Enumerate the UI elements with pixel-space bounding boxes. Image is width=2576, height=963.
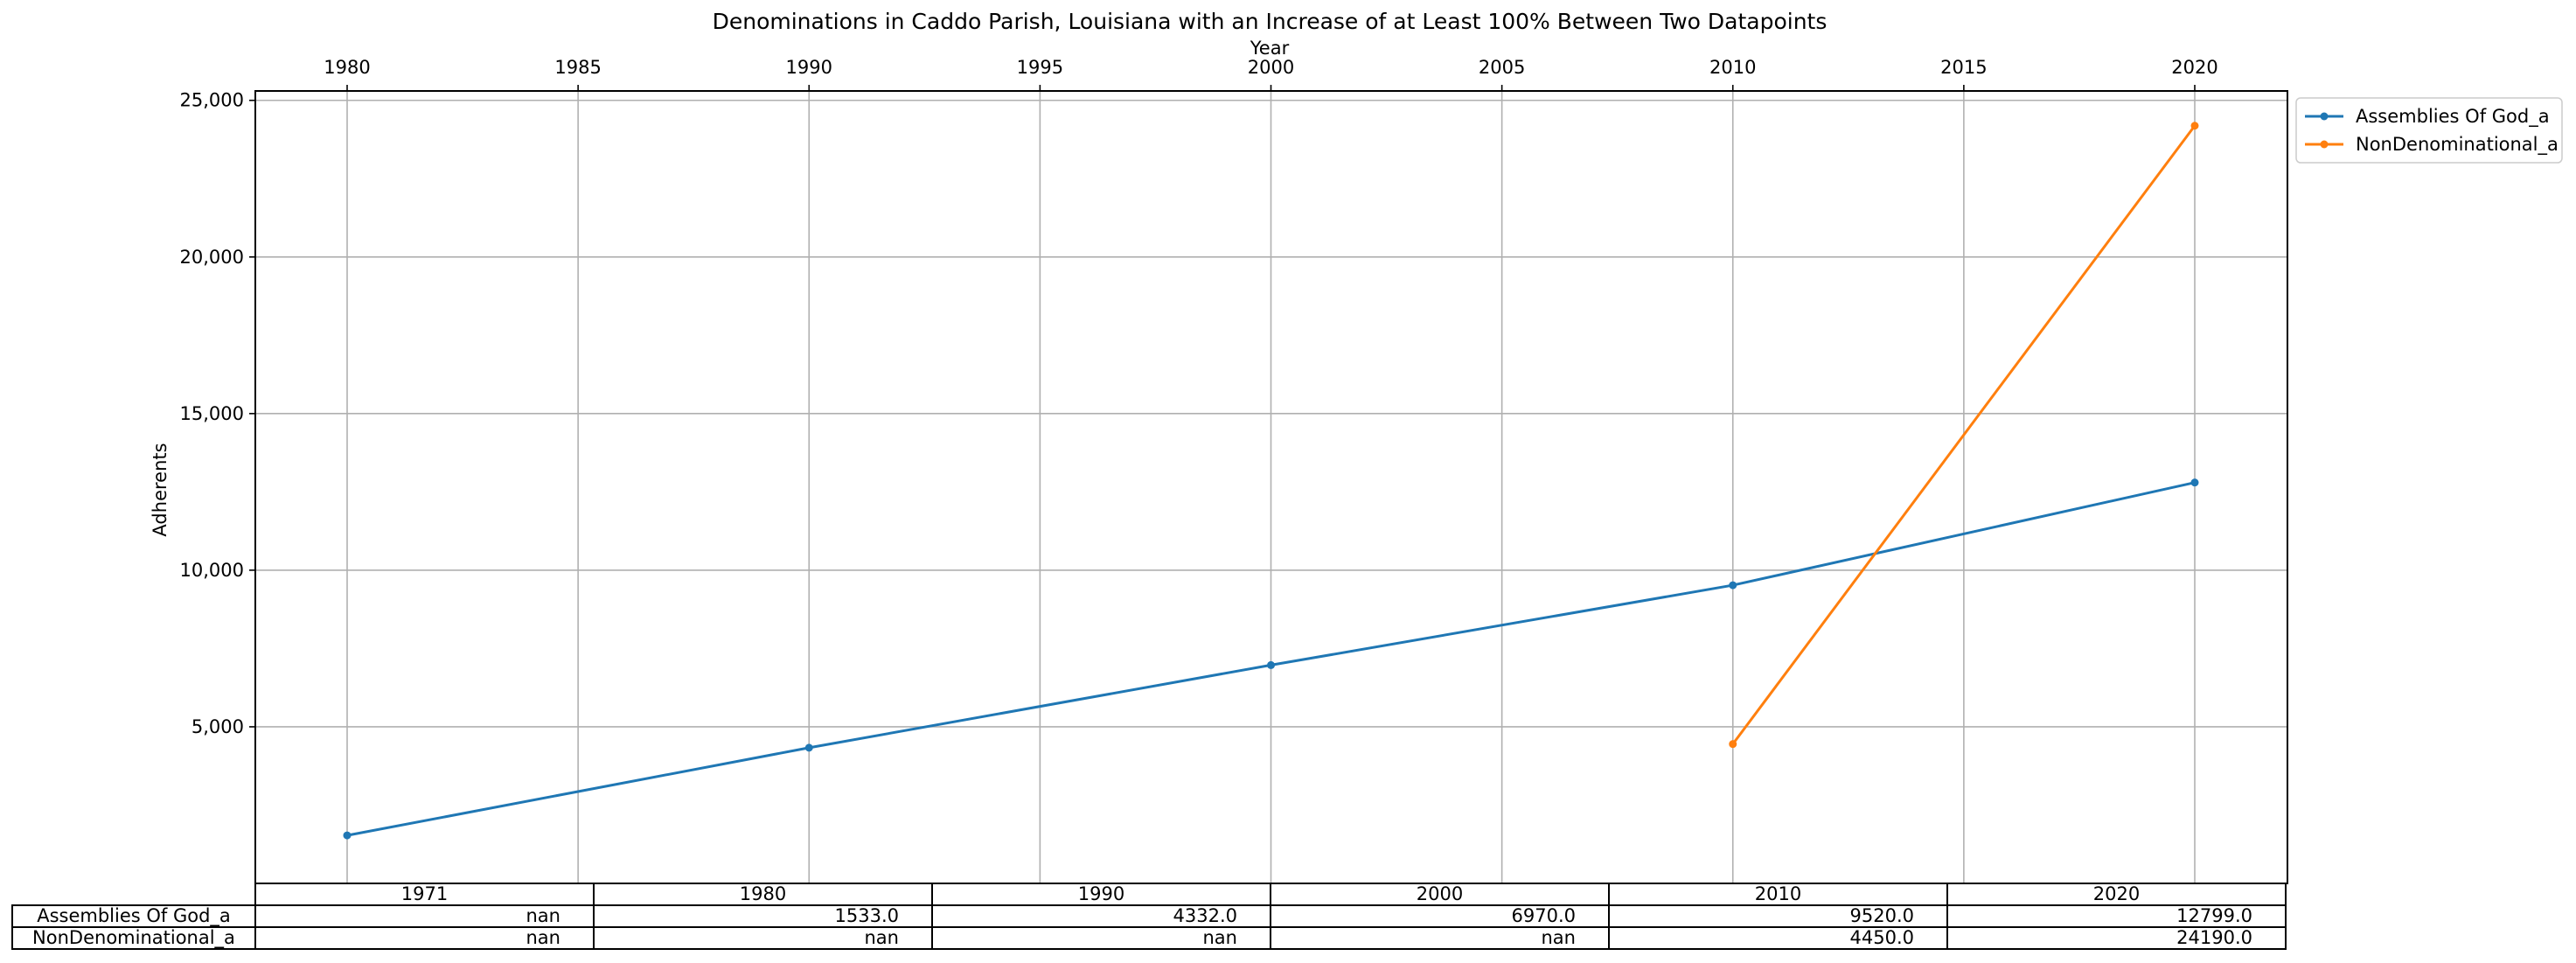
table-cell: nan — [526, 927, 561, 948]
table-cell: nan — [526, 905, 561, 926]
legend-label: Assemblies Of God_a — [2356, 106, 2550, 128]
legend-label: NonDenominational_a — [2356, 134, 2559, 156]
legend-marker — [2320, 112, 2329, 121]
data-point — [2190, 478, 2199, 487]
data-table: 1971 1980 1990 2000 2010 2020 Assemblies Of Go… — [11, 883, 2287, 950]
table-cell: 6970.0 — [1512, 905, 1576, 926]
series-lines — [343, 122, 2199, 840]
data-point — [343, 831, 352, 840]
x-tick-label: 2010 — [1709, 57, 1756, 78]
table-column-header: 1971 — [401, 883, 448, 904]
y-tick-label: 15,000 — [180, 403, 244, 424]
y-axis-ticks: 5,000 10,000 15,000 20,000 25,000 — [180, 90, 255, 737]
table-column-header: 1980 — [740, 883, 786, 904]
x-tick-label: 2015 — [1940, 57, 1987, 78]
grid-lines — [255, 91, 2287, 883]
data-point — [1267, 660, 1275, 669]
y-tick-label: 10,000 — [180, 560, 244, 581]
table-cell: 4332.0 — [1173, 905, 1237, 926]
table-column-header: 2020 — [2093, 883, 2140, 904]
x-axis-ticks: 1980 1985 1990 1995 2000 2005 2010 2015 2020 — [324, 57, 2218, 91]
y-tick-label: 5,000 — [191, 716, 244, 737]
table-cell: nan — [865, 927, 900, 948]
data-point — [2190, 122, 2199, 130]
x-tick-label: 1980 — [324, 57, 370, 78]
table-column-header: 2000 — [1417, 883, 1463, 904]
legend-marker — [2320, 140, 2329, 149]
x-tick-label: 2020 — [2171, 57, 2217, 78]
table-cell: 1533.0 — [835, 905, 899, 926]
table-cell: 24190.0 — [2176, 927, 2252, 948]
data-point — [1729, 740, 1737, 749]
table-column-header: 2010 — [1755, 883, 1801, 904]
x-tick-label: 1985 — [554, 57, 601, 78]
x-tick-label: 2005 — [1479, 57, 1525, 78]
x-tick-label: 1995 — [1017, 57, 1063, 78]
legend: Assemblies Of God_a NonDenominational_a — [2295, 97, 2563, 164]
series-line — [1731, 124, 2197, 745]
table-cell: 9520.0 — [1850, 905, 1914, 926]
x-tick-label: 1990 — [786, 57, 832, 78]
table-cell: nan — [1203, 927, 1238, 948]
table-cell: 4450.0 — [1850, 927, 1914, 948]
table-cell: 12799.0 — [2176, 905, 2252, 926]
data-point — [804, 743, 813, 752]
y-tick-label: 20,000 — [180, 247, 244, 268]
table-row-label: NonDenominational_a — [32, 927, 235, 949]
chart-title: Denominations in Caddo Parish, Louisiana… — [713, 9, 1828, 34]
y-tick-label: 25,000 — [180, 90, 244, 111]
table-cell: nan — [1542, 927, 1577, 948]
legend-box — [2295, 97, 2563, 164]
data-point — [1729, 581, 1737, 590]
x-axis-label: Year — [1250, 38, 1290, 59]
table-column-header: 1990 — [1078, 883, 1124, 904]
y-axis-label: Adherents — [150, 443, 171, 536]
table-row-label: Assemblies Of God_a — [37, 905, 231, 927]
x-tick-label: 2000 — [1248, 57, 1294, 78]
